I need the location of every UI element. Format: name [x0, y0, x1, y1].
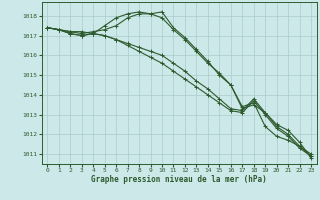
- X-axis label: Graphe pression niveau de la mer (hPa): Graphe pression niveau de la mer (hPa): [91, 175, 267, 184]
